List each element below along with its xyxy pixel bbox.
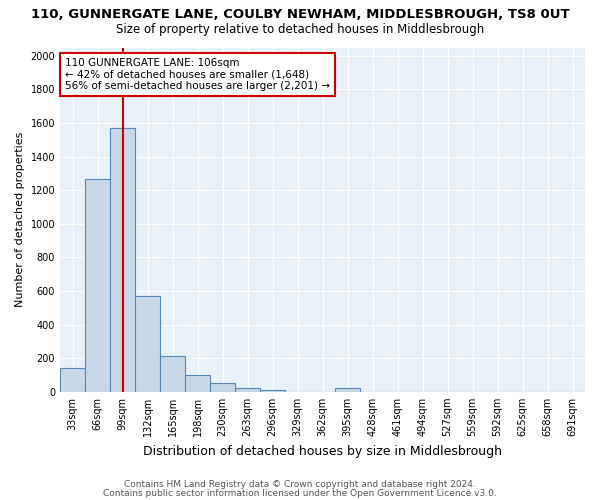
Bar	[210, 384, 235, 392]
Bar	[160, 356, 185, 392]
Y-axis label: Number of detached properties: Number of detached properties	[15, 132, 25, 308]
Text: Contains public sector information licensed under the Open Government Licence v3: Contains public sector information licen…	[103, 488, 497, 498]
Bar	[60, 368, 85, 392]
Bar	[260, 390, 285, 392]
Bar	[185, 376, 210, 392]
X-axis label: Distribution of detached houses by size in Middlesbrough: Distribution of detached houses by size …	[143, 444, 502, 458]
Bar	[235, 388, 260, 392]
Text: 110, GUNNERGATE LANE, COULBY NEWHAM, MIDDLESBROUGH, TS8 0UT: 110, GUNNERGATE LANE, COULBY NEWHAM, MID…	[31, 8, 569, 20]
Bar	[85, 180, 110, 392]
Text: 110 GUNNERGATE LANE: 106sqm
← 42% of detached houses are smaller (1,648)
56% of : 110 GUNNERGATE LANE: 106sqm ← 42% of det…	[65, 58, 330, 91]
Text: Contains HM Land Registry data © Crown copyright and database right 2024.: Contains HM Land Registry data © Crown c…	[124, 480, 476, 489]
Bar	[335, 388, 360, 392]
Text: Size of property relative to detached houses in Middlesbrough: Size of property relative to detached ho…	[116, 22, 484, 36]
Bar	[135, 296, 160, 392]
Bar	[110, 128, 135, 392]
